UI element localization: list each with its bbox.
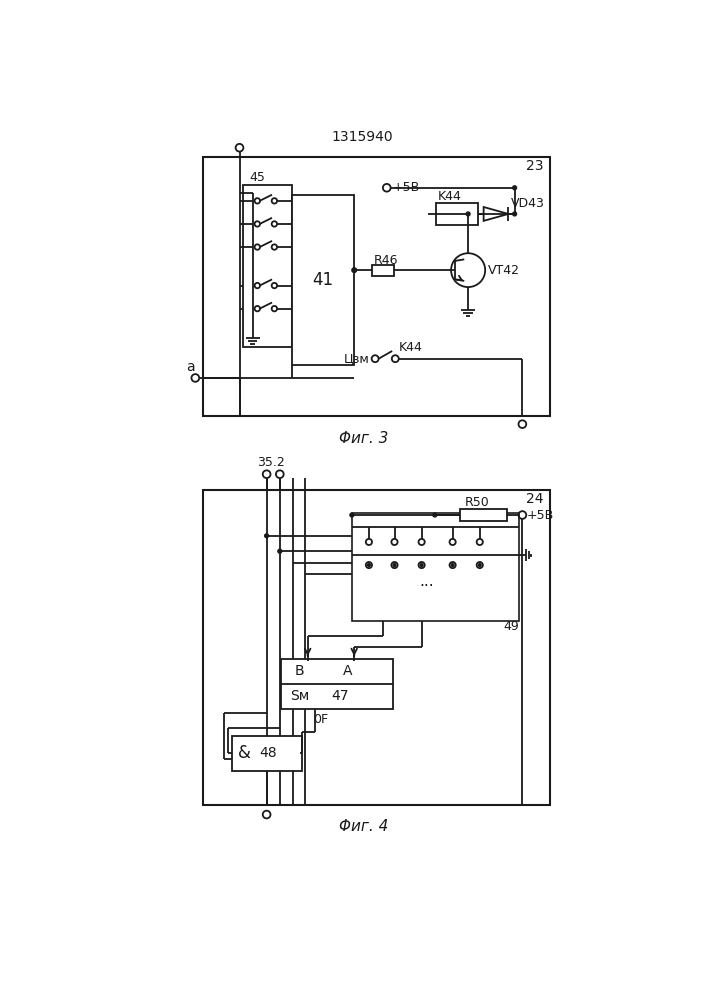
- Text: 48: 48: [259, 746, 276, 760]
- Circle shape: [513, 186, 517, 190]
- Circle shape: [420, 564, 423, 566]
- Bar: [203, 157, 549, 416]
- Text: VD43: VD43: [510, 197, 544, 210]
- Text: 41: 41: [312, 271, 334, 289]
- Circle shape: [479, 564, 481, 566]
- Text: 45: 45: [250, 171, 265, 184]
- Text: ...: ...: [420, 574, 434, 589]
- Circle shape: [513, 212, 517, 216]
- Text: B: B: [295, 664, 304, 678]
- Text: VT42: VT42: [488, 264, 520, 277]
- Text: 1315940: 1315940: [331, 130, 393, 144]
- Bar: [203, 490, 549, 805]
- Text: 0F: 0F: [313, 713, 328, 726]
- Text: a: a: [186, 360, 194, 374]
- Bar: [243, 185, 292, 347]
- Text: 24: 24: [526, 492, 544, 506]
- Text: 47: 47: [331, 689, 349, 703]
- Circle shape: [264, 534, 269, 538]
- Bar: [232, 736, 301, 771]
- Bar: [372, 265, 394, 276]
- Circle shape: [368, 564, 370, 566]
- Circle shape: [278, 549, 281, 553]
- Circle shape: [451, 564, 454, 566]
- Text: +5B: +5B: [527, 509, 554, 522]
- Text: K44: K44: [438, 190, 462, 204]
- Text: +5B: +5B: [392, 181, 419, 194]
- Bar: [436, 203, 478, 225]
- Circle shape: [350, 513, 354, 517]
- Text: R50: R50: [464, 496, 489, 509]
- Circle shape: [433, 513, 437, 517]
- Bar: [460, 509, 507, 521]
- Text: A: A: [343, 664, 352, 678]
- Text: K44: K44: [398, 341, 422, 354]
- Text: R46: R46: [373, 254, 398, 267]
- Circle shape: [466, 212, 470, 216]
- Text: Sм: Sм: [290, 689, 309, 703]
- Bar: [292, 195, 354, 365]
- Text: 35.2: 35.2: [257, 456, 285, 469]
- Text: Цзм: Цзм: [344, 352, 370, 365]
- Circle shape: [393, 564, 396, 566]
- Circle shape: [352, 268, 356, 272]
- Text: 49: 49: [503, 620, 519, 633]
- Text: Φиг. 3: Φиг. 3: [339, 431, 388, 446]
- Text: 23: 23: [526, 159, 544, 173]
- Bar: [281, 659, 393, 709]
- Text: &: &: [238, 744, 251, 762]
- Text: Φиг. 4: Φиг. 4: [339, 819, 388, 834]
- Bar: [352, 513, 518, 620]
